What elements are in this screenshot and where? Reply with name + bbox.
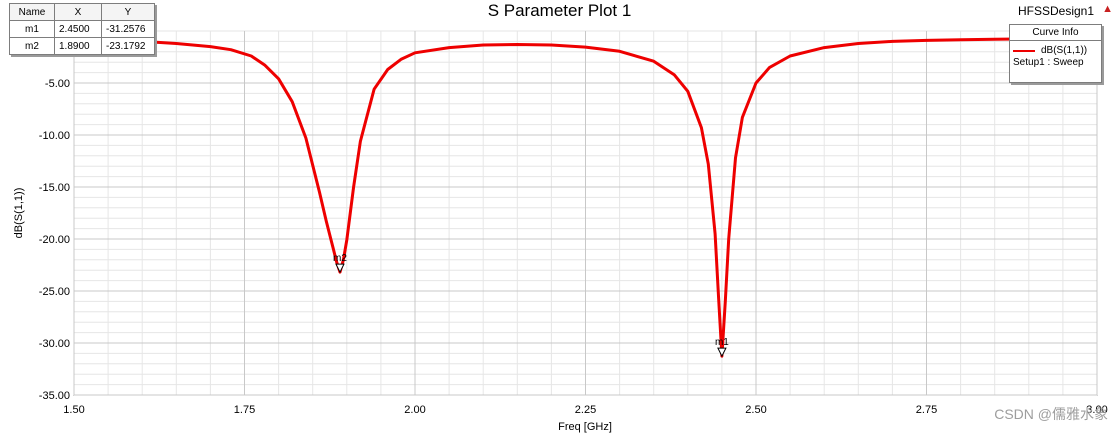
marker-label: m2: [333, 253, 347, 264]
plot-title: S Parameter Plot 1: [487, 1, 632, 20]
watermark: CSDN @儒雅水象: [994, 406, 1108, 422]
marker-y: -23.1792: [101, 37, 155, 55]
marker-x: 1.8900: [54, 37, 102, 55]
x-tick-label: 2.00: [404, 404, 425, 416]
marker-triangle: [717, 347, 727, 358]
marker-col-y: Y: [101, 3, 155, 21]
marker-name: m2: [9, 37, 55, 55]
legend-line-swatch: [1013, 49, 1035, 52]
marker-row[interactable]: m1 2.4500 -31.2576: [9, 20, 155, 38]
y-tick-label: -35.00: [39, 390, 70, 402]
major-grid: [73, 31, 1098, 396]
legend-setup: Setup1 : Sweep: [1013, 57, 1084, 68]
x-tick-label: 2.50: [745, 404, 766, 416]
marker-col-x: X: [54, 3, 102, 21]
y-tick-label: -5.00: [45, 78, 70, 90]
marker-table[interactable]: Name X Y m1 2.4500 -31.2576 m2 1.8900 -2…: [9, 3, 155, 55]
marker-name: m1: [9, 20, 55, 38]
curve-markers: m1 m2: [333, 253, 729, 358]
y-tick-label: -15.00: [39, 182, 70, 194]
y-tick-label: -20.00: [39, 234, 70, 246]
x-tick-label: 1.75: [234, 404, 255, 416]
y-tick-label: -30.00: [39, 338, 70, 350]
y-tick-label: -25.00: [39, 286, 70, 298]
x-tick-label: 2.75: [916, 404, 937, 416]
marker-x: 2.4500: [54, 20, 102, 38]
x-tick-label: 2.25: [575, 404, 596, 416]
design-name: HFSSDesign1: [1017, 4, 1094, 18]
warning-triangle-icon[interactable]: ▲: [1102, 3, 1113, 15]
x-tick-label: 1.50: [63, 404, 84, 416]
marker-col-name: Name: [9, 3, 55, 21]
x-axis-label: Freq [GHz]: [558, 421, 612, 433]
marker-label: m1: [715, 337, 729, 348]
marker-row[interactable]: m2 1.8900 -23.1792: [9, 37, 155, 55]
marker-table-header: Name X Y: [9, 3, 155, 21]
y-tick-labels: -5.00 -10.00 -15.00 -20.00 -25.00 -30.00 -35.0…: [39, 78, 70, 402]
legend-entry[interactable]: dB(S(1,1)): [1010, 41, 1101, 56]
curve-info-title: Curve Info: [1010, 25, 1101, 41]
y-tick-label: -10.00: [39, 130, 70, 142]
legend-series-name: dB(S(1,1)): [1041, 45, 1088, 56]
marker-triangle: [335, 263, 345, 274]
curve-info-legend[interactable]: Curve Info dB(S(1,1)) Setup1 : Sweep: [1009, 24, 1102, 83]
x-tick-label: 3.00: [1086, 404, 1107, 416]
marker-y: -31.2576: [101, 20, 155, 38]
y-axis-label: dB(S(1,1)): [13, 188, 25, 239]
curve-dB-S11: [73, 36, 1097, 358]
x-tick-labels: 1.50 1.75 2.00 2.25 2.50 2.75 3.00: [63, 404, 1107, 416]
